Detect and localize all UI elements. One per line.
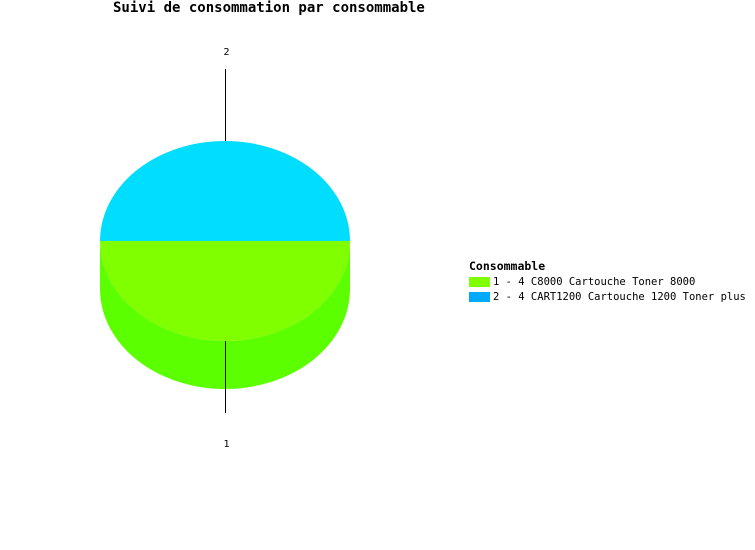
legend: Consommable 1 - 4 C8000 Cartouche Toner … [469, 259, 746, 304]
legend-label: 2 - 4 CART1200 Cartouche 1200 Toner plus [493, 290, 746, 303]
pie-slice-2 [100, 141, 350, 241]
legend-item: 2 - 4 CART1200 Cartouche 1200 Toner plus [469, 289, 746, 304]
legend-title: Consommable [469, 259, 546, 273]
legend-label: 1 - 4 C8000 Cartouche Toner 8000 [493, 275, 696, 288]
chart-title: Suivi de consommation par consommable [113, 0, 425, 16]
legend-item: 1 - 4 C8000 Cartouche Toner 8000 [469, 274, 746, 289]
legend-swatch [469, 276, 490, 287]
pie-slice-1 [100, 241, 350, 341]
pie-side-1 [100, 241, 350, 389]
slice-label-2: 2 [223, 47, 229, 58]
slice-label-1: 1 [223, 439, 229, 450]
legend-swatch [469, 291, 490, 302]
